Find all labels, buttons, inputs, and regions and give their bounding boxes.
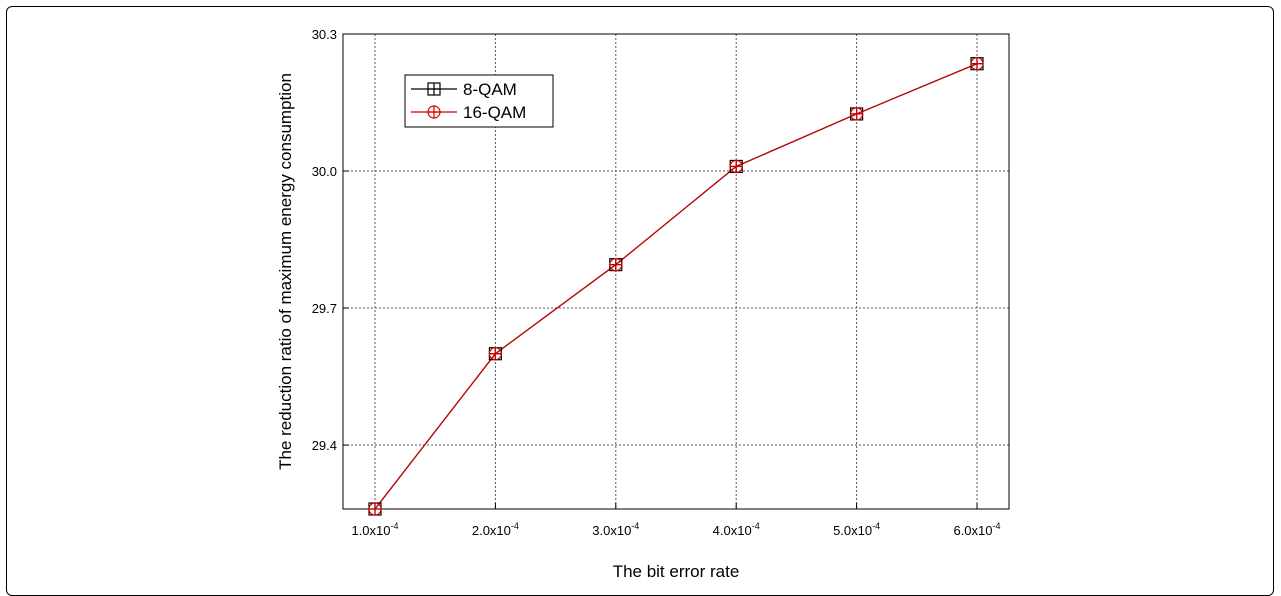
data-point-16qam bbox=[609, 258, 623, 272]
x-tick-label: 3.0x10-4 bbox=[592, 521, 639, 538]
data-point-16qam bbox=[849, 107, 864, 121]
legend-label: 16-QAM bbox=[463, 103, 526, 122]
legend-marker bbox=[427, 105, 441, 119]
legend: 8-QAM 16-QAM bbox=[404, 74, 554, 128]
axis-ticks: 1.0x10-4 2.0x10-4 3.0x10-4 4.0x10-4 5.0x10-4… bbox=[312, 27, 1001, 538]
y-tick-label: 30.3 bbox=[312, 27, 337, 42]
data-point-16qam bbox=[488, 347, 502, 361]
y-tick-label: 29.7 bbox=[312, 301, 337, 316]
legend-item-8qam: 8-QAM bbox=[411, 80, 517, 99]
series-line-16qam bbox=[374, 63, 978, 510]
series-line-8qam bbox=[374, 63, 978, 510]
line-chart: 1.0x10-4 2.0x10-4 3.0x10-4 4.0x10-4 5.0x10-4… bbox=[276, 27, 1010, 581]
y-tick-label: 30.0 bbox=[312, 164, 337, 179]
legend-box bbox=[404, 74, 554, 128]
x-tick-label: 2.0x10-4 bbox=[472, 521, 519, 538]
x-tick-label: 1.0x10-4 bbox=[351, 521, 398, 538]
x-tick-label: 4.0x10-4 bbox=[713, 521, 760, 538]
legend-label: 8-QAM bbox=[463, 80, 517, 99]
legend-item-16qam: 16-QAM bbox=[411, 103, 526, 122]
y-axis-title: The reduction ratio of maximum energy co… bbox=[276, 73, 295, 470]
legend-marker bbox=[427, 82, 441, 96]
data-point-16qam bbox=[368, 502, 382, 516]
y-tick-label: 29.4 bbox=[312, 438, 337, 453]
x-tick-label: 6.0x10-4 bbox=[953, 521, 1000, 538]
x-axis-title: The bit error rate bbox=[613, 562, 740, 581]
x-tick-label: 5.0x10-4 bbox=[833, 521, 880, 538]
series-group bbox=[368, 57, 984, 516]
data-point-16qam bbox=[729, 159, 743, 174]
data-point-16qam bbox=[970, 57, 984, 71]
plot-area bbox=[342, 33, 1010, 510]
